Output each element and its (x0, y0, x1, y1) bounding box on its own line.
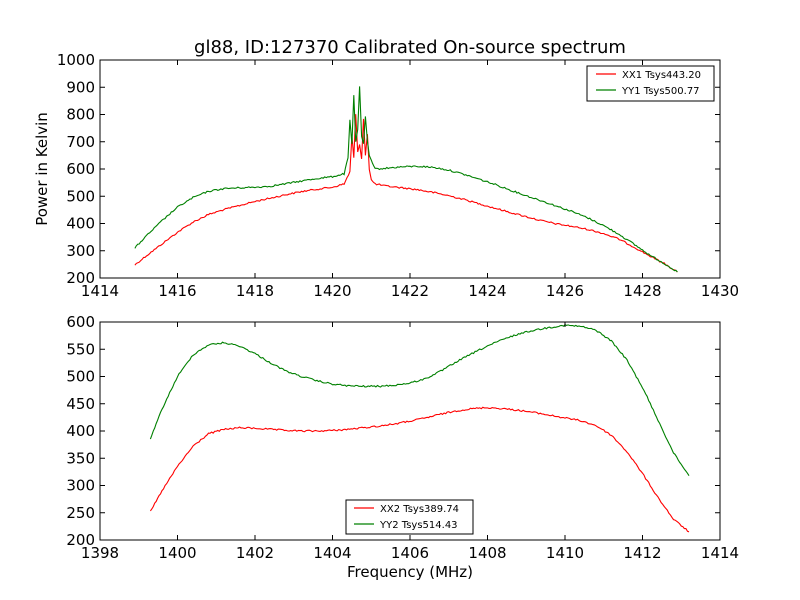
bottom-legend-box (345, 499, 474, 535)
top-y-tick-label: 700 (66, 133, 95, 151)
top-x-tick-label: 1416 (158, 282, 196, 300)
bottom-x-tick-label: 1408 (468, 544, 506, 562)
bottom-legend: XX2 Tsys389.74 YY2 Tsys514.43 (345, 499, 474, 535)
top-legend-box (586, 65, 715, 102)
chart-title: gl88, ID:127370 Calibrated On-source spe… (194, 37, 626, 58)
bottom-x-tick-label: 1402 (236, 544, 274, 562)
bottom-x-axis-label: Frequency (MHz) (347, 563, 473, 581)
bottom-y-tick-label: 200 (66, 531, 95, 549)
top-plot: 1414 1416 1418 1420 1422 1424 1426 1428 1430 200 3… (33, 51, 739, 300)
top-legend-label-yy1: YY1 Tsys500.77 (621, 86, 700, 97)
top-y-tick-label: 1000 (57, 51, 95, 69)
top-y-tick-label: 200 (66, 269, 95, 287)
top-legend-label-xx1: XX1 Tsys443.20 (622, 70, 701, 81)
bottom-x-tick-label: 1400 (158, 544, 196, 562)
bottom-x-tick-label: 1412 (623, 544, 661, 562)
bottom-series-line-1 (149, 324, 690, 476)
top-x-tick-label: 1430 (701, 282, 739, 300)
top-y-tick-label: 300 (66, 242, 95, 260)
bottom-y-tick-label: 400 (66, 422, 95, 440)
bottom-legend-label-xx2: XX2 Tsys389.74 (380, 504, 459, 515)
top-y-tick-label: 400 (66, 215, 95, 233)
top-x-tick-label: 1418 (236, 282, 274, 300)
top-y-tick-label: 600 (66, 160, 95, 178)
top-x-tick-label: 1426 (546, 282, 584, 300)
bottom-x-tick-label: 1414 (701, 544, 739, 562)
top-series-line-0 (134, 114, 678, 273)
top-y-tick-label: 800 (66, 106, 95, 124)
top-x-tick-label: 1428 (623, 282, 661, 300)
bottom-y-tick-label: 500 (66, 368, 95, 386)
bottom-y-tick-label: 600 (66, 313, 95, 331)
bottom-y-tick-label: 550 (66, 340, 95, 358)
bottom-y-tick-label: 350 (66, 449, 95, 467)
top-y-tick-label: 500 (66, 187, 95, 205)
top-y-axis-label: Power in Kelvin (33, 112, 51, 226)
top-series-line-1 (134, 86, 678, 273)
bottom-y-tick-label: 300 (66, 477, 95, 495)
bottom-plot: 1398 1400 1402 1404 1406 1408 1410 1412 1414 200 2… (66, 313, 739, 581)
bottom-y-tick-label: 250 (66, 504, 95, 522)
bottom-x-tick-label: 1398 (81, 544, 119, 562)
bottom-x-tick-label: 1406 (391, 544, 429, 562)
top-y-tick-label: 900 (66, 78, 95, 96)
bottom-legend-label-yy2: YY2 Tsys514.43 (379, 520, 458, 531)
top-x-tick-label: 1422 (391, 282, 429, 300)
bottom-series-line-0 (149, 406, 690, 533)
top-legend: XX1 Tsys443.20 YY1 Tsys500.77 (586, 65, 715, 102)
top-x-tick-label: 1414 (81, 282, 119, 300)
bottom-y-tick-label: 450 (66, 395, 95, 413)
top-x-tick-label: 1424 (468, 282, 506, 300)
bottom-x-tick-label: 1404 (313, 544, 351, 562)
top-x-tick-label: 1420 (313, 282, 351, 300)
bottom-x-tick-label: 1410 (546, 544, 584, 562)
